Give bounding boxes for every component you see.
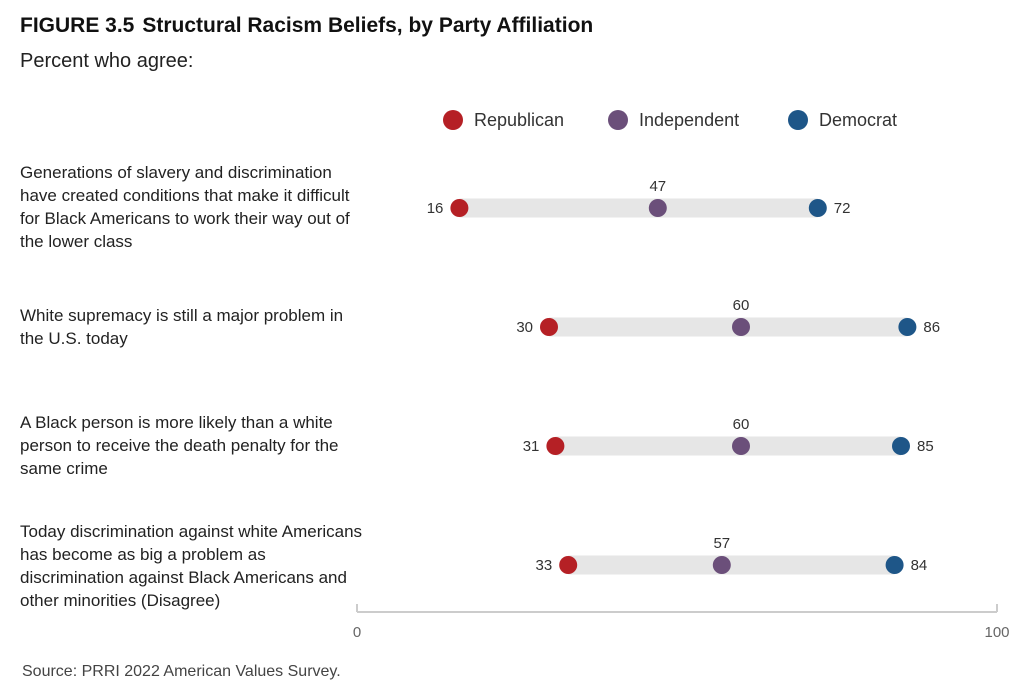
legend-marker-independent bbox=[608, 110, 628, 130]
data-label-democrat: 85 bbox=[917, 438, 934, 455]
x-tick-label: 100 bbox=[984, 624, 1009, 641]
chart-title: FIGURE 3.5 Structural Racism Beliefs, by … bbox=[20, 14, 593, 38]
dot-independent bbox=[732, 437, 750, 455]
dot-republican bbox=[559, 556, 578, 574]
dot-democrat bbox=[808, 199, 827, 217]
dot-democrat bbox=[898, 318, 917, 336]
figure-number: FIGURE 3.5 bbox=[20, 14, 135, 37]
data-label-republican: 30 bbox=[516, 319, 533, 336]
data-label-republican: 33 bbox=[536, 557, 553, 574]
dot-republican bbox=[540, 318, 558, 336]
data-label-democrat: 84 bbox=[911, 557, 928, 574]
dot-democrat bbox=[892, 437, 910, 455]
legend-marker-democrat bbox=[788, 110, 808, 130]
legend-label-independent: Independent bbox=[639, 110, 739, 130]
dot-independent bbox=[712, 556, 731, 574]
row-label: A Black person is more likely than a whi… bbox=[20, 413, 339, 478]
row-label: Generations of slavery and discriminatio… bbox=[20, 163, 350, 251]
dot-republican bbox=[450, 199, 469, 217]
dot-independent bbox=[648, 199, 667, 217]
figure-title: Structural Racism Beliefs, by Party Affi… bbox=[142, 14, 594, 37]
chart-subtitle: Percent who agree: bbox=[20, 50, 194, 72]
legend-label-republican: Republican bbox=[474, 110, 564, 130]
data-label-independent: 60 bbox=[733, 297, 750, 314]
row-label: Today discrimination against white Ameri… bbox=[20, 522, 363, 610]
data-label-republican: 31 bbox=[523, 438, 540, 455]
data-label-republican: 16 bbox=[427, 200, 444, 217]
data-label-independent: 47 bbox=[649, 178, 666, 195]
data-label-independent: 60 bbox=[733, 416, 750, 433]
legend-marker-republican bbox=[443, 110, 463, 130]
data-label-democrat: 72 bbox=[834, 200, 851, 217]
dot-republican bbox=[546, 437, 565, 455]
legend-label-democrat: Democrat bbox=[819, 110, 897, 130]
source-note: Source: PRRI 2022 American Values Survey… bbox=[22, 663, 341, 680]
dot-democrat bbox=[885, 556, 904, 574]
x-tick-label: 0 bbox=[353, 624, 361, 641]
data-label-democrat: 86 bbox=[923, 319, 940, 336]
row-label: White supremacy is still a major problem… bbox=[20, 306, 344, 348]
dot-independent bbox=[732, 318, 750, 336]
data-label-independent: 57 bbox=[713, 535, 730, 552]
